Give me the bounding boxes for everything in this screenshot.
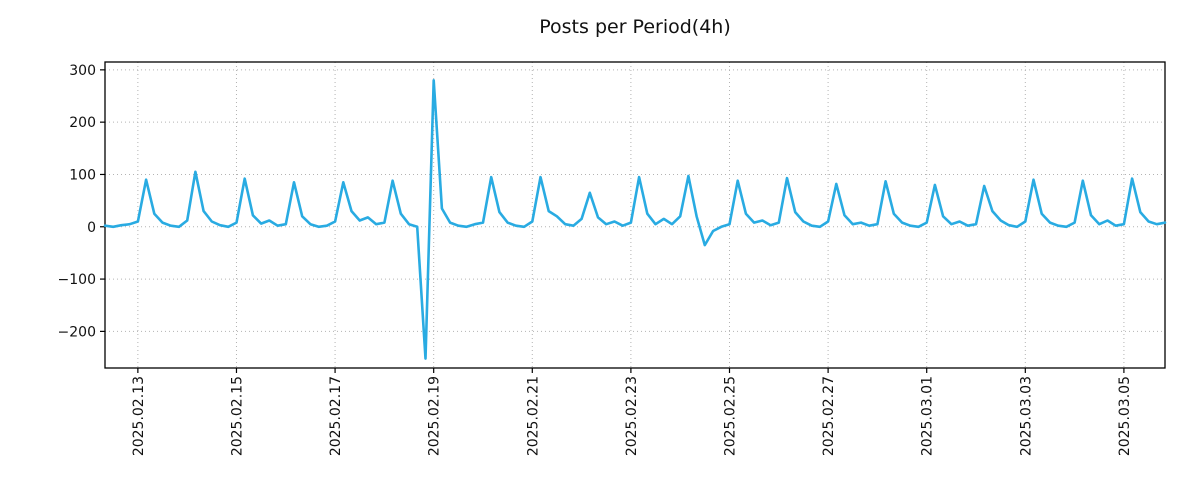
x-tick-label: 2025.02.13 [131,376,147,456]
x-tick-label: 2025.02.21 [525,376,541,456]
x-tick-label: 2025.03.05 [1117,376,1133,456]
y-tick-label: −100 [58,272,96,288]
y-tick-label: −200 [58,324,96,340]
x-tick-label: 2025.02.25 [722,376,738,456]
x-tick-label: 2025.02.19 [427,376,443,456]
x-tick-label: 2025.03.01 [920,376,936,456]
y-tick-label: 100 [69,167,96,183]
y-tick-label: 0 [87,220,96,236]
x-tick-label: 2025.02.15 [229,376,245,456]
chart-title: Posts per Period(4h) [539,16,731,38]
x-tick-label: 2025.02.17 [328,376,344,456]
x-tick-label: 2025.02.27 [821,376,837,456]
plot-border [104,61,1166,369]
y-tick-label: 200 [69,115,96,131]
x-tick-label: 2025.02.23 [624,376,640,456]
x-tick-label: 2025.03.03 [1018,376,1034,456]
y-tick-label: 300 [69,63,96,79]
series-line [103,79,1167,360]
